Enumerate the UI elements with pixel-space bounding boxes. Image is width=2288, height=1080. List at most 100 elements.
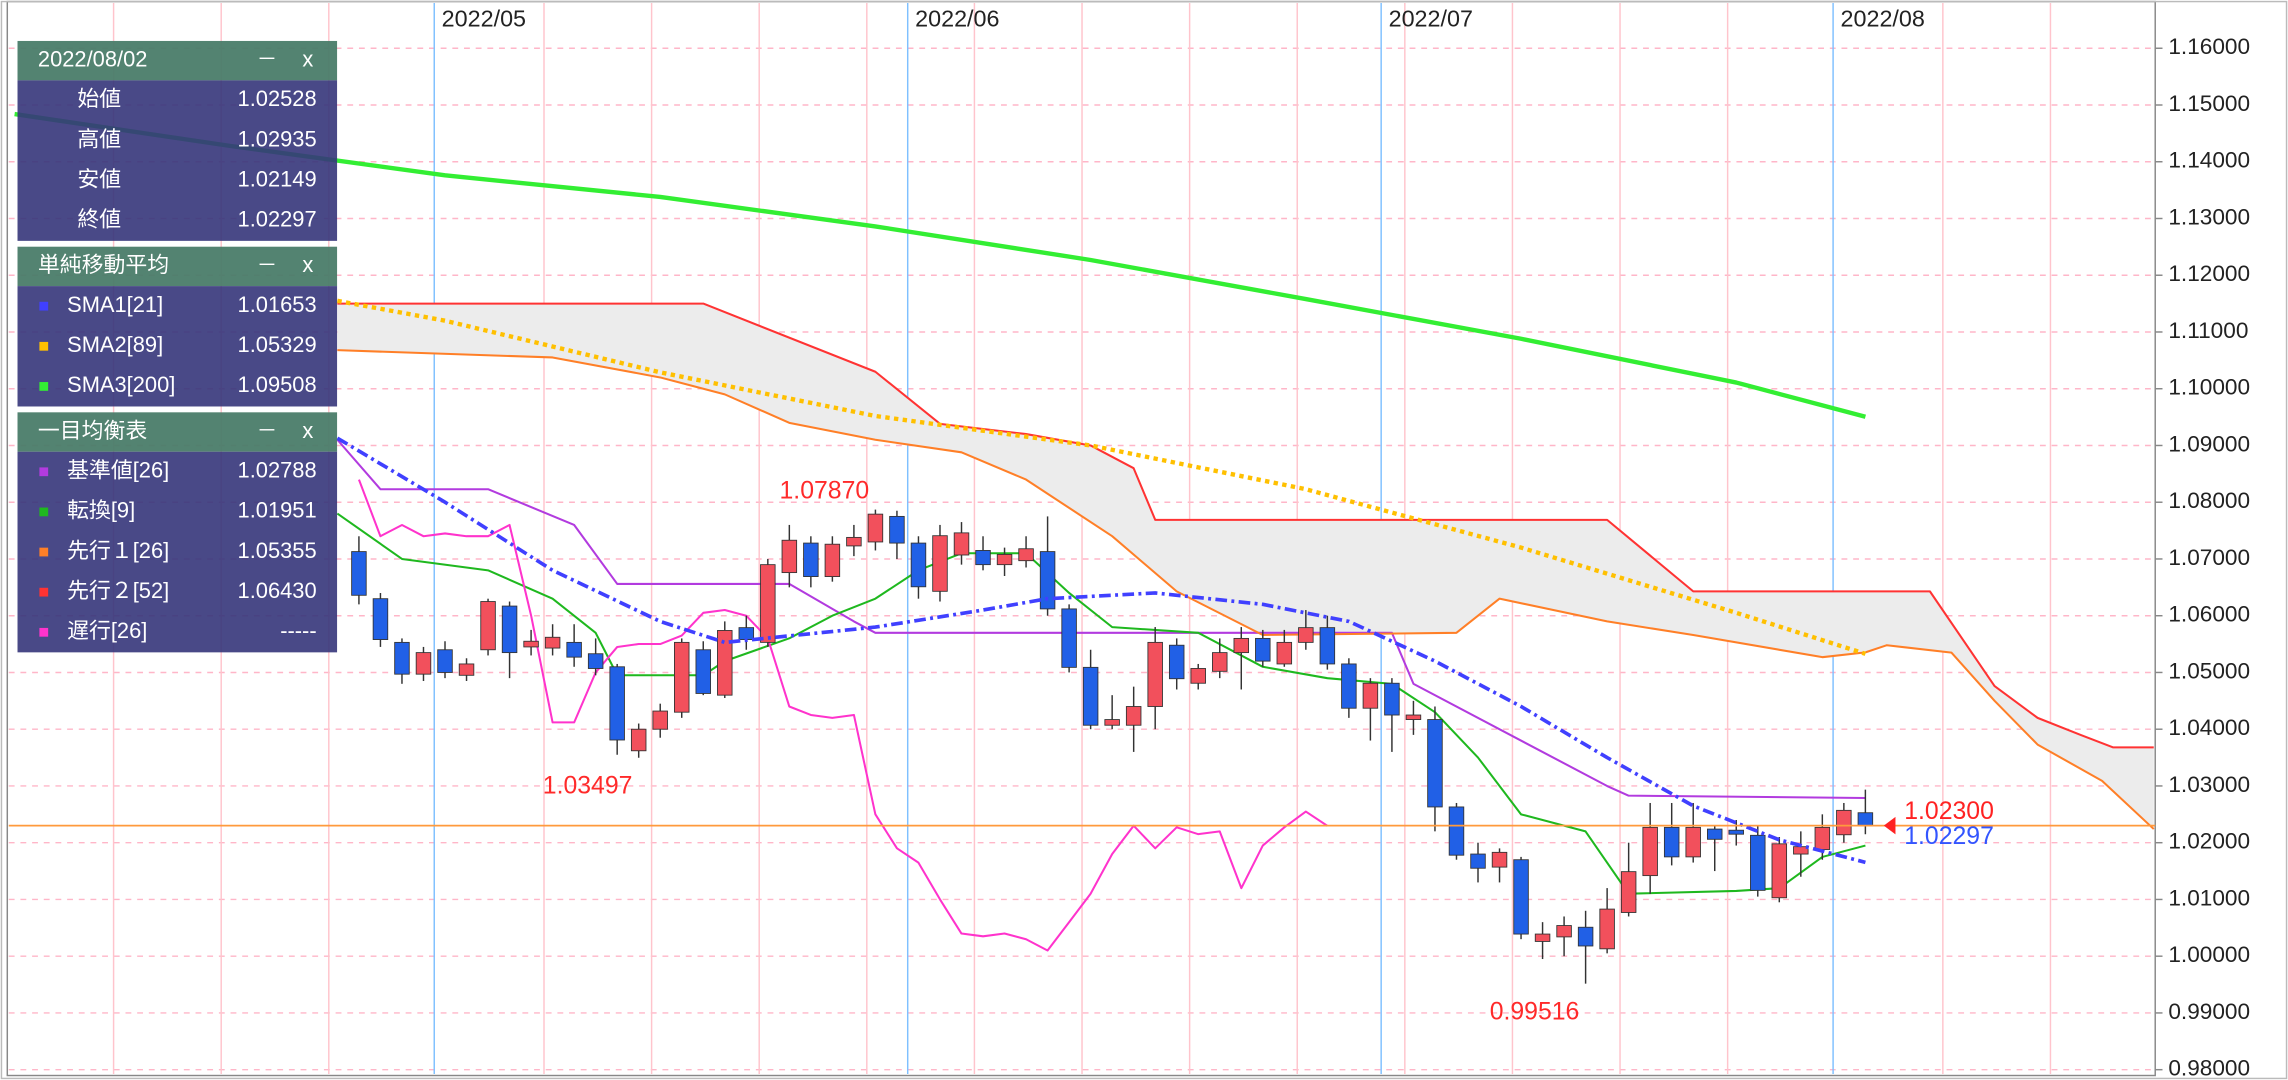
legend-swatch bbox=[39, 301, 49, 311]
indicator-line bbox=[14, 111, 1866, 419]
panel-header bbox=[17, 412, 338, 452]
candle-body bbox=[351, 551, 367, 596]
candle-body bbox=[1341, 663, 1357, 709]
candle-body bbox=[1255, 637, 1271, 662]
legend-swatch bbox=[39, 341, 49, 351]
indicator-line bbox=[336, 439, 1866, 800]
candle-body bbox=[523, 640, 539, 648]
candle-body bbox=[846, 536, 862, 547]
candle-body bbox=[1620, 871, 1637, 913]
candle-body bbox=[1319, 627, 1336, 665]
panel-header-title: 2022/08/02 bbox=[38, 46, 147, 71]
legend-value: 1.02788 bbox=[238, 458, 317, 483]
legend-swatch bbox=[39, 587, 49, 597]
ichimoku-layer bbox=[336, 302, 2155, 952]
candle-body bbox=[544, 636, 561, 649]
candle-body bbox=[1534, 933, 1551, 942]
panel-body bbox=[17, 286, 338, 407]
panel-close[interactable]: x bbox=[302, 252, 313, 277]
candle-body bbox=[1212, 652, 1228, 672]
indicator-line bbox=[358, 479, 1328, 952]
candle-body bbox=[1384, 682, 1400, 716]
candle-body bbox=[437, 649, 453, 673]
y-tick-label: 1.04000 bbox=[2168, 715, 2250, 740]
legend-value: 1.01653 bbox=[238, 292, 317, 317]
candle-body bbox=[1750, 834, 1766, 891]
panel-row-label: 安値 bbox=[77, 166, 121, 191]
ichimoku-cloud bbox=[337, 303, 2154, 830]
candle-body bbox=[1706, 828, 1723, 840]
panel-header bbox=[17, 246, 338, 287]
legend-label: 転換[9] bbox=[67, 498, 135, 523]
panel-body bbox=[17, 80, 338, 241]
candle-body bbox=[824, 543, 841, 577]
legend-label: 先行２[52] bbox=[67, 578, 169, 603]
panel-header-title: 一目均衡表 bbox=[38, 418, 147, 443]
candle-body bbox=[1298, 627, 1314, 643]
y-tick-label: 1.12000 bbox=[2168, 261, 2250, 286]
price-label: 1.02300 bbox=[1904, 798, 1994, 825]
y-tick-label: 1.06000 bbox=[2168, 602, 2250, 627]
legend-label: SMA2[89] bbox=[67, 332, 163, 357]
indicator-line bbox=[336, 512, 1866, 895]
candle-body bbox=[1513, 859, 1529, 935]
candle-body bbox=[1857, 812, 1874, 827]
panel-minimize[interactable]: － bbox=[257, 49, 277, 71]
panel-row-value: 1.02528 bbox=[238, 86, 317, 111]
cloud-layer bbox=[337, 303, 2154, 830]
y-tick-label: 1.16000 bbox=[2168, 34, 2250, 59]
candle-body bbox=[1642, 826, 1658, 877]
panel-row-label: 高値 bbox=[77, 126, 121, 151]
candle-body bbox=[889, 515, 905, 544]
legend-swatch bbox=[39, 627, 49, 637]
candle-body bbox=[458, 663, 475, 676]
panel-body bbox=[17, 451, 338, 653]
candle-body bbox=[1039, 551, 1056, 610]
y-tick-label: 1.14000 bbox=[2168, 148, 2250, 173]
legend-swatch bbox=[39, 507, 49, 517]
candle-body bbox=[932, 535, 948, 592]
extreme-label: 0.99516 bbox=[1490, 998, 1580, 1025]
candle-body bbox=[1125, 706, 1142, 726]
x-tick-label: 2022/07 bbox=[1389, 6, 1473, 32]
legend-value: 1.06430 bbox=[238, 578, 317, 603]
candle-body bbox=[1470, 853, 1486, 869]
legend-label: 遅行[26] bbox=[67, 618, 147, 643]
legend-value: 1.05355 bbox=[238, 538, 317, 563]
candle-body bbox=[1362, 682, 1379, 709]
y-tick-label: 1.01000 bbox=[2168, 885, 2250, 910]
candle-body bbox=[910, 542, 927, 588]
panel-minimize[interactable]: － bbox=[257, 255, 277, 277]
candle-body bbox=[803, 542, 819, 577]
panel-close[interactable]: x bbox=[302, 418, 313, 443]
candle-body bbox=[1491, 851, 1508, 868]
y-tick-label: 1.08000 bbox=[2168, 488, 2250, 513]
indicator-line bbox=[337, 302, 2154, 749]
candle-body bbox=[867, 513, 884, 543]
panel-row-label: 終値 bbox=[77, 207, 121, 232]
candle-body bbox=[781, 539, 798, 574]
candle-body bbox=[1405, 714, 1422, 720]
candle-body bbox=[996, 553, 1013, 566]
candle-body bbox=[1147, 641, 1163, 707]
panel-close[interactable]: x bbox=[302, 46, 313, 71]
panel-row-label: 始値 bbox=[77, 86, 121, 111]
x-tick-label: 2022/08 bbox=[1841, 6, 1925, 32]
candle-body bbox=[501, 605, 518, 654]
candle-body bbox=[1018, 548, 1034, 562]
candle-body bbox=[1082, 666, 1099, 726]
x-tick-label: 2022/05 bbox=[442, 6, 526, 32]
sma-layer bbox=[14, 111, 1867, 865]
panel-minimize[interactable]: － bbox=[257, 420, 277, 442]
candle-body bbox=[1599, 908, 1615, 950]
candle-body bbox=[566, 641, 582, 658]
y-tick-label: 1.00000 bbox=[2168, 942, 2250, 967]
axis-layer: 0.98000 0.99000 1.00000 1.01000 1.02000 1.030… bbox=[442, 6, 2250, 1080]
candle-body bbox=[1448, 806, 1465, 856]
y-tick-label: 1.15000 bbox=[2168, 91, 2250, 116]
y-tick-label: 0.99000 bbox=[2168, 999, 2250, 1024]
candle-body bbox=[630, 728, 647, 752]
candle-body bbox=[1427, 719, 1443, 808]
candle-body bbox=[953, 532, 970, 556]
